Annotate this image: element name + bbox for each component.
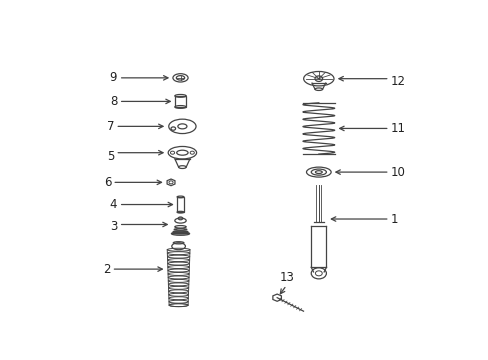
Text: 4: 4 [109, 198, 117, 211]
Text: 5: 5 [106, 149, 114, 162]
Text: 3: 3 [110, 220, 117, 233]
Bar [177, 197, 183, 212]
Text: 9: 9 [109, 71, 117, 84]
Text: 2: 2 [102, 262, 110, 276]
Text: 1: 1 [390, 212, 398, 225]
Text: 8: 8 [110, 95, 117, 108]
Bar [175, 96, 186, 107]
Text: 7: 7 [106, 120, 114, 133]
Text: 10: 10 [390, 166, 405, 179]
Text: 11: 11 [390, 122, 405, 135]
Text: 6: 6 [103, 176, 111, 189]
Text: 12: 12 [390, 75, 405, 88]
Text: 13: 13 [279, 271, 293, 284]
